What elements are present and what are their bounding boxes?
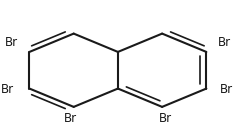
Text: Br: Br (159, 112, 172, 125)
Text: Br: Br (220, 83, 233, 96)
Text: Br: Br (5, 36, 18, 49)
Text: Br: Br (64, 112, 77, 125)
Text: Br: Br (1, 83, 14, 96)
Text: Br: Br (218, 36, 231, 49)
